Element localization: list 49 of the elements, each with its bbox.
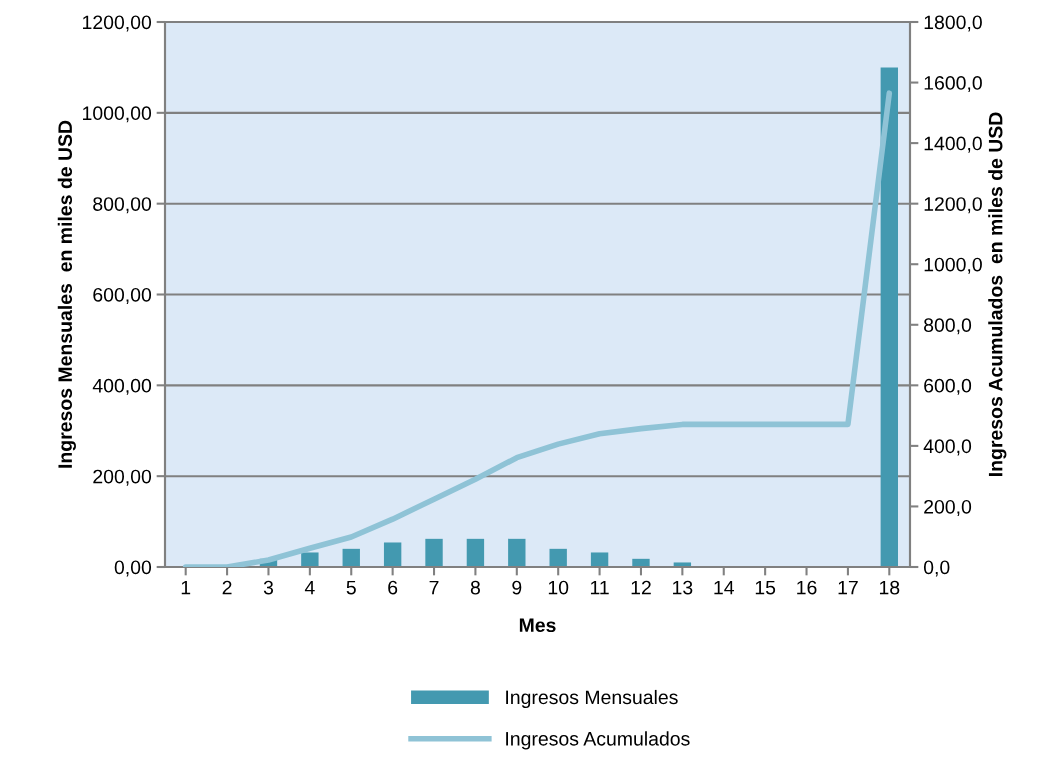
x-tick-label: 15 (755, 580, 776, 595)
x-tick-label: 12 (631, 580, 651, 595)
y-tick-label: 0,00 (114, 560, 152, 577)
bar (590, 552, 609, 567)
y2-axis-title: Ingresos Acumulados en miles de USD (988, 112, 1007, 476)
bar (301, 552, 319, 567)
x-tick-label: 18 (879, 580, 900, 595)
bar (549, 548, 567, 567)
x-tick-label: 10 (548, 580, 569, 595)
y-tick-label: 800,00 (93, 197, 152, 214)
x-tick-label: 13 (673, 580, 693, 595)
x-tick-label: 7 (429, 580, 439, 595)
bar (466, 538, 485, 567)
x-tick-label: 3 (263, 580, 274, 595)
x-tick-label: 4 (304, 580, 315, 595)
x-tick-label: 2 (222, 580, 232, 595)
x-tick-label: 8 (470, 580, 480, 595)
bar (508, 538, 526, 567)
y2-tick-label: 1600,0 (924, 76, 982, 93)
y-tick-label: 1200,00 (83, 15, 152, 32)
y2-tick-label: 800,0 (924, 318, 972, 335)
x-tick-label: 14 (714, 580, 734, 595)
x-tick-label: 5 (346, 580, 356, 595)
bar (425, 538, 443, 567)
y2-tick-label: 600,0 (924, 378, 972, 395)
y2-tick-label: 1400,0 (924, 136, 982, 153)
y2-tick-label: 1800,0 (924, 15, 982, 32)
legend-label: Ingresos Mensuales (506, 689, 678, 709)
y2-tick-label: 200,0 (924, 499, 972, 516)
y2-tick-label: 1200,0 (924, 197, 982, 214)
x-axis-title: Mes (519, 618, 556, 633)
y-tick-label: 400,00 (92, 378, 152, 395)
bar (342, 548, 360, 567)
y-tick-label: 200,00 (93, 469, 152, 486)
legend-label: Ingresos Acumulados (506, 731, 690, 750)
bar (383, 542, 402, 567)
x-tick-label: 6 (388, 580, 398, 595)
y2-tick-label: 0,0 (923, 560, 950, 577)
x-tick-label: 11 (590, 580, 609, 595)
x-tick-label: 9 (512, 580, 522, 595)
y-axis-title: Ingresos Mensuales en miles de USD (57, 120, 76, 468)
y2-tick-label: 1000,0 (924, 257, 982, 274)
x-tick-label: 17 (838, 580, 858, 595)
bar (880, 67, 898, 567)
x-tick-label: 16 (797, 580, 817, 595)
x-tick-label: 1 (181, 580, 191, 595)
y2-tick-label: 400,0 (923, 439, 972, 456)
y-tick-label: 600,00 (93, 287, 152, 305)
y-tick-label: 1000,00 (83, 106, 152, 123)
